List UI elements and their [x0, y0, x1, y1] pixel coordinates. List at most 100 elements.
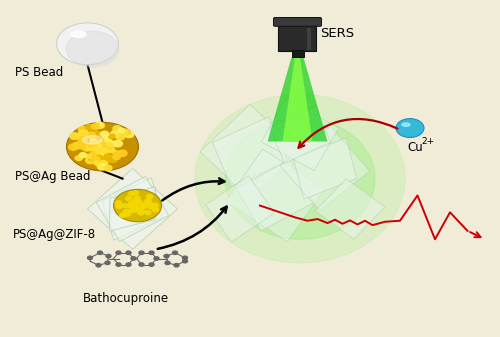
Circle shape: [113, 154, 120, 159]
Circle shape: [141, 205, 147, 209]
Circle shape: [128, 202, 134, 206]
Circle shape: [96, 162, 102, 166]
Circle shape: [116, 204, 122, 208]
Circle shape: [95, 140, 104, 145]
Circle shape: [98, 251, 102, 254]
Polygon shape: [268, 57, 328, 142]
Circle shape: [128, 192, 134, 196]
Polygon shape: [110, 187, 156, 231]
Circle shape: [114, 189, 162, 222]
Circle shape: [92, 124, 100, 129]
Circle shape: [111, 130, 120, 137]
Circle shape: [182, 256, 188, 259]
Circle shape: [139, 251, 144, 254]
Circle shape: [152, 204, 158, 208]
Circle shape: [102, 148, 108, 152]
Circle shape: [130, 208, 136, 212]
Circle shape: [113, 141, 122, 147]
Circle shape: [81, 143, 89, 148]
Circle shape: [86, 157, 95, 163]
Circle shape: [90, 151, 96, 155]
Circle shape: [132, 201, 138, 205]
Circle shape: [124, 131, 134, 137]
Circle shape: [92, 136, 100, 141]
Circle shape: [116, 251, 121, 254]
Circle shape: [132, 199, 138, 203]
Circle shape: [126, 196, 132, 201]
Circle shape: [94, 161, 100, 165]
Circle shape: [105, 261, 110, 265]
Circle shape: [149, 251, 154, 254]
Ellipse shape: [225, 118, 375, 239]
Circle shape: [104, 139, 112, 145]
Circle shape: [123, 210, 129, 214]
Circle shape: [90, 142, 97, 147]
Circle shape: [97, 124, 103, 128]
Circle shape: [86, 124, 94, 130]
Circle shape: [104, 143, 113, 149]
Circle shape: [165, 261, 170, 265]
Circle shape: [96, 148, 104, 153]
Circle shape: [82, 145, 92, 151]
Circle shape: [88, 155, 96, 161]
Polygon shape: [206, 176, 274, 242]
Circle shape: [132, 207, 138, 211]
Circle shape: [90, 154, 98, 159]
Circle shape: [113, 126, 122, 131]
Circle shape: [154, 257, 159, 260]
Ellipse shape: [195, 94, 405, 263]
Circle shape: [93, 147, 100, 152]
Circle shape: [90, 139, 98, 145]
FancyBboxPatch shape: [274, 18, 322, 26]
Circle shape: [116, 134, 124, 140]
Polygon shape: [96, 176, 168, 242]
Circle shape: [86, 132, 96, 139]
Ellipse shape: [402, 123, 410, 126]
Circle shape: [104, 165, 112, 171]
Circle shape: [122, 204, 128, 208]
Circle shape: [134, 196, 140, 201]
Circle shape: [100, 131, 108, 137]
Polygon shape: [294, 138, 356, 199]
Circle shape: [80, 153, 86, 157]
Circle shape: [174, 264, 179, 267]
Circle shape: [75, 142, 85, 149]
Circle shape: [145, 211, 151, 215]
Circle shape: [98, 123, 104, 128]
Circle shape: [147, 194, 153, 198]
Polygon shape: [280, 126, 370, 211]
Ellipse shape: [82, 135, 102, 144]
Circle shape: [116, 204, 122, 208]
Circle shape: [105, 134, 112, 138]
Text: PS@Ag@ZIF-8: PS@Ag@ZIF-8: [12, 228, 96, 241]
Text: Cu: Cu: [408, 141, 423, 154]
Circle shape: [136, 208, 141, 212]
Circle shape: [100, 158, 108, 164]
Circle shape: [145, 199, 151, 203]
Circle shape: [132, 205, 138, 209]
Text: Bathocuproine: Bathocuproine: [82, 292, 168, 305]
Circle shape: [102, 140, 108, 145]
Polygon shape: [270, 106, 330, 163]
Circle shape: [131, 202, 137, 206]
Circle shape: [116, 263, 121, 266]
FancyBboxPatch shape: [292, 50, 304, 57]
Circle shape: [66, 122, 138, 171]
Circle shape: [96, 264, 101, 267]
Circle shape: [102, 149, 110, 153]
Circle shape: [94, 141, 103, 147]
Circle shape: [120, 213, 126, 217]
Ellipse shape: [71, 31, 86, 37]
Circle shape: [78, 136, 87, 143]
Circle shape: [118, 150, 127, 156]
Circle shape: [98, 142, 105, 147]
Circle shape: [100, 160, 108, 166]
Circle shape: [85, 154, 91, 158]
FancyBboxPatch shape: [306, 28, 310, 50]
Circle shape: [182, 259, 188, 263]
Circle shape: [172, 251, 178, 254]
Circle shape: [112, 151, 119, 155]
Circle shape: [118, 128, 125, 133]
Circle shape: [132, 202, 138, 206]
Circle shape: [116, 201, 121, 205]
